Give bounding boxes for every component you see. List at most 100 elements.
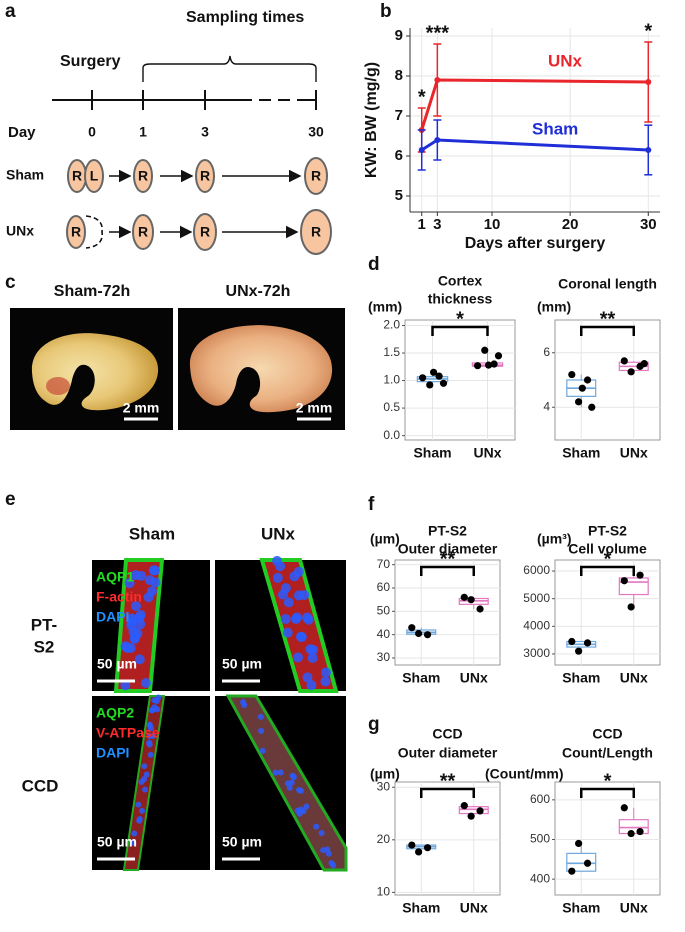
x-axis-label: Days after surgery xyxy=(465,235,606,252)
significance-bracket xyxy=(580,787,635,798)
kidney xyxy=(133,159,153,193)
sampling-label: Sampling times xyxy=(186,9,304,26)
nucleus xyxy=(284,780,291,787)
point xyxy=(640,360,648,368)
significance: *** xyxy=(426,22,450,44)
nucleus xyxy=(135,609,146,620)
column-label: UNx xyxy=(261,524,296,543)
y-tick-label: 6 xyxy=(395,147,403,164)
nucleus xyxy=(321,667,332,678)
scale-label: 50 µm xyxy=(222,656,262,672)
point xyxy=(434,137,441,143)
unit-label: (µm) xyxy=(370,531,400,547)
kidney xyxy=(300,209,332,255)
kidney-detail xyxy=(46,377,70,395)
nucleus xyxy=(140,678,151,689)
y-tick-label: 1.5 xyxy=(383,345,400,359)
stain-label: V-ATPase xyxy=(96,725,160,741)
nucleus xyxy=(142,786,149,793)
x-tick-label: 10 xyxy=(484,216,501,233)
y-tick-label: 9 xyxy=(395,27,403,44)
nucleus xyxy=(240,699,247,706)
nucleus xyxy=(144,575,155,586)
chart-title: Outer diameter xyxy=(398,541,498,557)
y-tick-label: 400 xyxy=(530,871,550,885)
kidney-label: R xyxy=(311,168,321,184)
nucleus xyxy=(296,631,307,642)
significance-bracket xyxy=(431,325,489,336)
point xyxy=(627,368,635,376)
point xyxy=(474,362,482,370)
y-tick-label: 20 xyxy=(377,832,391,846)
point xyxy=(490,360,498,368)
significance: ** xyxy=(440,770,456,792)
nucleus xyxy=(303,803,310,810)
scale-label: 2 mm xyxy=(123,400,160,416)
nucleus xyxy=(292,652,303,663)
nucleus xyxy=(125,643,136,654)
stain-label: F-actin xyxy=(96,589,142,605)
chart-title: Cortex xyxy=(438,273,483,289)
panel-label: d xyxy=(368,254,380,275)
nucleus xyxy=(147,751,154,758)
nucleus xyxy=(320,676,331,687)
nucleus xyxy=(277,769,284,776)
x-tick-label: Sham xyxy=(562,445,600,461)
chart-title: Outer diameter xyxy=(398,745,498,761)
nucleus xyxy=(120,680,131,691)
nucleus xyxy=(290,614,301,625)
plot-area xyxy=(410,28,660,212)
chart-title: Count/Length xyxy=(562,745,653,761)
y-tick-label: 8 xyxy=(395,67,403,84)
point xyxy=(568,370,576,379)
point xyxy=(568,637,576,646)
nucleus xyxy=(126,616,137,627)
photo-title: Sham-72h xyxy=(54,283,130,300)
y-tick-label: 600 xyxy=(530,792,550,806)
nucleus xyxy=(286,784,293,791)
nucleus xyxy=(149,707,156,714)
plot-area xyxy=(554,781,661,896)
y-tick-label: 70 xyxy=(377,557,391,571)
point xyxy=(467,812,475,820)
y-tick-label: 40 xyxy=(377,627,391,641)
panel-label: e xyxy=(5,489,16,510)
nucleus xyxy=(272,769,279,776)
kidney xyxy=(132,214,154,250)
micrographs xyxy=(92,555,348,872)
scale-bars xyxy=(97,679,260,861)
point xyxy=(423,844,432,852)
nucleus xyxy=(129,839,136,846)
series-label: UNx xyxy=(548,51,583,70)
point xyxy=(423,631,432,639)
nucleus xyxy=(303,614,314,625)
photo-title: UNx-72h xyxy=(226,283,291,300)
point xyxy=(415,848,423,856)
kidney xyxy=(193,213,217,251)
nucleus xyxy=(299,589,310,600)
nucleus xyxy=(131,601,142,612)
x-tick-label: 20 xyxy=(562,216,579,233)
y-tick-label: 5 xyxy=(395,187,403,204)
nucleus xyxy=(297,787,304,794)
y-tick-label: 7 xyxy=(395,107,403,124)
chart-title: Coronal length xyxy=(558,276,657,292)
y-tick-label: 50 xyxy=(377,604,391,618)
y-tick-label: 30 xyxy=(377,650,391,664)
unit-label: (µm) xyxy=(370,766,400,782)
point xyxy=(627,829,635,838)
point xyxy=(575,839,583,848)
significance-bracket xyxy=(420,787,475,798)
x-tick-label: Sham xyxy=(402,670,440,686)
kidney-label: R xyxy=(311,224,321,240)
significance-bracket xyxy=(580,325,635,336)
column-label: Sham xyxy=(129,524,175,543)
significance: * xyxy=(644,20,652,42)
nucleus xyxy=(149,565,160,576)
significance: * xyxy=(418,86,426,108)
x-tick-label: UNx xyxy=(620,445,648,461)
kidney-label: R xyxy=(200,168,210,184)
kidney-label: R xyxy=(71,224,81,240)
chart-title: PT-S2 xyxy=(588,523,627,539)
chart-title: thickness xyxy=(428,291,493,307)
